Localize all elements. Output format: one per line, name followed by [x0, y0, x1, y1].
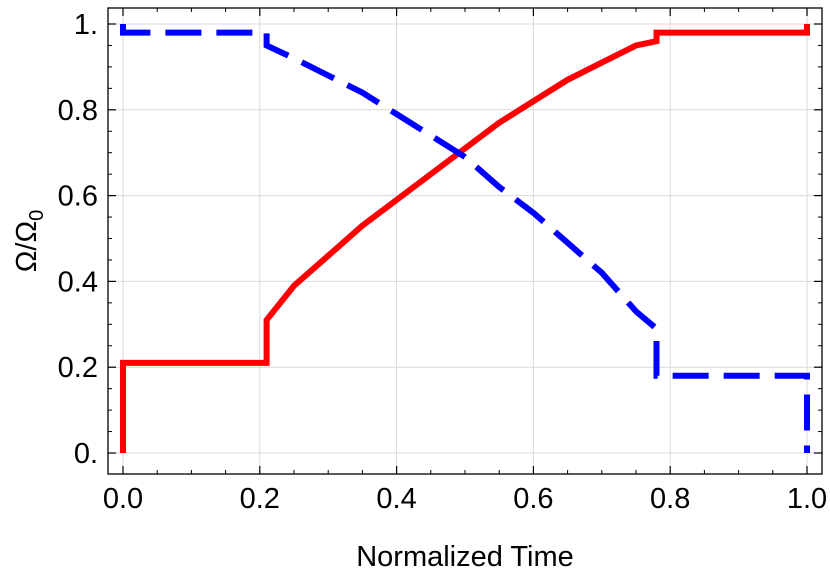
y-axis-label-base: Ω/Ω: [11, 221, 43, 272]
grid: [108, 8, 822, 474]
y-tick-label: 0.4: [58, 266, 98, 298]
plot-frame: [107, 7, 823, 475]
series-line-blue: [120, 24, 810, 453]
y-tick-label: 0.: [74, 438, 98, 470]
x-axis-label: Normalized Time: [356, 541, 574, 573]
y-tick-label: 0.8: [58, 95, 98, 127]
x-tick-label: 0.0: [103, 483, 143, 515]
y-axis-label: Ω/Ω0: [11, 210, 48, 273]
ticks: [108, 8, 822, 474]
x-tick-label: 0.4: [376, 483, 416, 515]
series-line-red: [120, 24, 810, 453]
y-tick-label: 1.: [74, 9, 98, 41]
y-tick-label: 0.2: [58, 352, 98, 384]
x-tick-label: 0.6: [513, 483, 553, 515]
x-tick-label: 0.8: [650, 483, 690, 515]
x-tick-label: 0.2: [240, 483, 280, 515]
x-tick-label: 1.0: [787, 483, 827, 515]
y-tick-label: 0.6: [58, 181, 98, 213]
tick-labels: 0.0 0.2 0.4 0.6 0.8 1.0 0. 0.2 0.4 0.6 0.8 1.: [58, 9, 827, 515]
y-axis-label-subscript: 0: [26, 210, 48, 221]
series-group: [120, 24, 810, 453]
